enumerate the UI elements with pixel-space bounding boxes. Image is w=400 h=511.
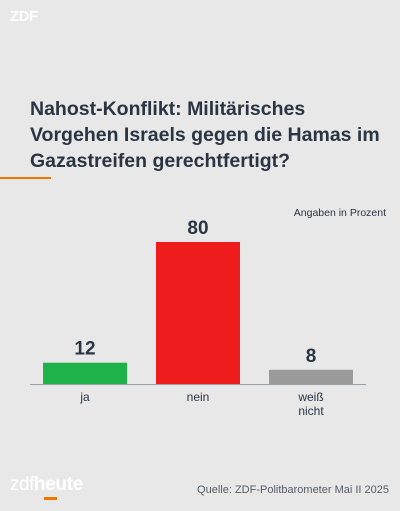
data-label: 80	[187, 218, 208, 239]
accent-rule	[0, 177, 51, 179]
brand-part-heute: heute	[33, 474, 84, 495]
zdf-logo: ZDF	[10, 8, 38, 25]
bar-nein	[156, 242, 240, 384]
brand-part-zdf: zdf	[10, 474, 34, 495]
zdfheute-logo: zdfheute	[10, 474, 84, 500]
brand-underline	[44, 497, 57, 500]
chart-title: Nahost-Konflikt: Militärisches Vorgehen …	[30, 98, 380, 172]
bar-ja	[43, 362, 127, 384]
category-label: nein	[187, 390, 210, 404]
bar-weiß-nicht	[269, 369, 353, 384]
data-label: 8	[306, 346, 317, 367]
category-label: ja	[79, 390, 90, 404]
data-label: 12	[74, 339, 95, 360]
category-label: weiß	[297, 390, 323, 404]
category-label: nicht	[298, 404, 324, 418]
source-note: Quelle: ZDF-Politbarometer Mai II 2025	[197, 484, 389, 496]
unit-note: Angaben in Prozent	[293, 207, 386, 219]
